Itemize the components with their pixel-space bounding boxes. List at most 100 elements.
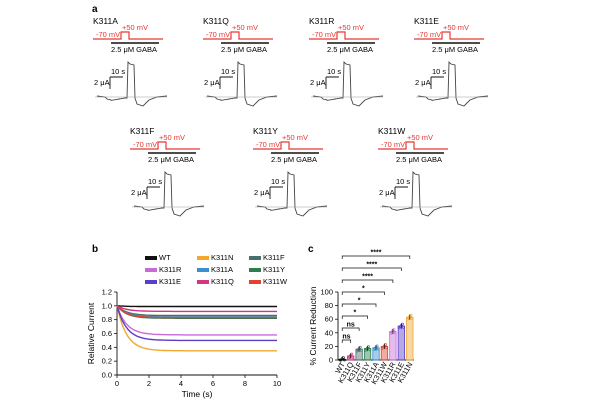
y-tick-label: 60 [325,315,333,324]
step-voltage-label: +50 mV [282,133,308,142]
data-point [343,358,346,362]
hold-voltage-label: -70 mV [256,140,280,149]
y-tick-label: 40 [325,328,333,337]
mutant-label: K311A [93,16,118,26]
time-scale-label: 10 s [396,177,410,186]
significance-bracket [341,267,402,271]
current-trace [96,60,168,107]
y-tick-label: 0.2 [102,357,112,366]
data-point [402,325,405,329]
legend-swatch [249,280,261,284]
significance-bracket [341,255,411,259]
legend-label: K311N [211,253,233,262]
voltage-protocol-line [203,31,273,40]
y-tick-label: 0.4 [102,343,112,352]
cell-k311e: K311E -70 mV+50 mV 2.5 μM GABA 10 s2 μA [414,16,489,107]
time-scale-label: 10 s [111,67,125,76]
legend-swatch [197,256,209,260]
y-tick-label: 80 [325,301,333,310]
significance-bracket [341,327,360,331]
legend-swatch [145,268,157,272]
significance-bracket [341,279,394,283]
series-line-k311r [116,305,277,336]
current-scale-label: 2 μA [415,78,431,87]
gaba-label: 2.5 μM GABA [271,155,317,164]
scale-bar [219,76,233,89]
voltage-protocol-line [130,141,200,150]
scale-bar [109,76,123,89]
significance-label: ns [347,322,355,329]
cell-k311f: K311F -70 mV+50 mV 2.5 μM GABA 10 s2 μA [130,126,205,217]
voltage-protocol-line [253,141,323,150]
significance-label: ns [342,334,350,341]
legend-swatch [249,256,261,260]
data-point [368,348,372,352]
hold-voltage-label: -70 mV [206,30,230,39]
series-line-k311e [116,305,277,342]
gaba-label: 2.5 μM GABA [148,155,194,164]
time-scale-label: 10 s [221,67,235,76]
legend-label: K311A [211,265,233,274]
mutant-label: K311Q [203,16,229,26]
current-scale-label: 2 μA [254,188,270,197]
current-scale-label: 2 μA [204,78,220,87]
gaba-label: 2.5 μM GABA [432,45,478,54]
mutant-label: K311R [309,16,334,26]
current-scale-label: 2 μA [310,78,326,87]
cell-k311r: K311R -70 mV+50 mV 2.5 μM GABA 10 s2 μA [309,16,384,107]
legend-label: K311F [263,253,285,262]
hold-voltage-label: -70 mV [417,30,441,39]
scale-bar [394,186,408,199]
y-tick-label: 100 [320,288,333,297]
x-axis-label: Time (s) [182,389,213,399]
current-trace [381,170,453,217]
significance-bracket [341,315,368,319]
scale-bar [269,186,283,199]
scale-bar [146,186,160,199]
bar-k311n [406,316,414,361]
step-voltage-label: +50 mV [338,23,364,32]
step-voltage-label: +50 mV [407,133,433,142]
legend-label: K311W [263,277,288,286]
time-scale-label: 10 s [327,67,341,76]
gaba-label: 2.5 μM GABA [327,45,373,54]
legend-swatch [197,280,209,284]
current-trace [206,60,278,107]
cell-k311a: K311A -70 mV+50 mV 2.5 μM GABA 10 s2 μA [93,16,168,107]
significance-label: **** [366,262,377,269]
x-tick-label: 6 [211,379,215,388]
current-trace [256,170,328,217]
cell-k311y: K311Y -70 mV+50 mV 2.5 μM GABA 10 s2 μA [253,126,328,217]
significance-label: * [362,286,365,293]
time-scale-label: 10 s [432,67,446,76]
mutant-label: K311Y [253,126,278,136]
significance-bracket [341,291,385,295]
legend-label: K311Y [263,265,285,274]
current-scale-label: 2 μA [131,188,147,197]
step-voltage-label: +50 mV [232,23,258,32]
step-voltage-label: +50 mV [159,133,185,142]
gaba-label: 2.5 μM GABA [111,45,157,54]
y-tick-label: 0 [329,356,333,365]
cell-k311w: K311W -70 mV+50 mV 2.5 μM GABA 10 s2 μA [378,126,453,217]
step-voltage-label: +50 mV [122,23,148,32]
current-scale-label: 2 μA [379,188,395,197]
panel-b-label: b [92,244,98,255]
significance-bracket [341,303,377,307]
legend-label: K311E [159,277,181,286]
voltage-protocol-line [378,141,448,150]
gaba-label: 2.5 μM GABA [221,45,267,54]
x-tick-label: 2 [147,379,151,388]
data-point [393,331,397,335]
voltage-protocol-line [93,31,163,40]
significance-label: * [354,310,357,317]
mutant-label: K311E [414,16,439,26]
x-tick-label: 0 [115,379,119,388]
legend-swatch [145,280,157,284]
y-tick-label: 1.2 [102,288,112,297]
x-tick-label: 8 [243,379,247,388]
significance-label: **** [362,274,373,281]
scale-bar [430,76,444,89]
legend-swatch [197,268,209,272]
